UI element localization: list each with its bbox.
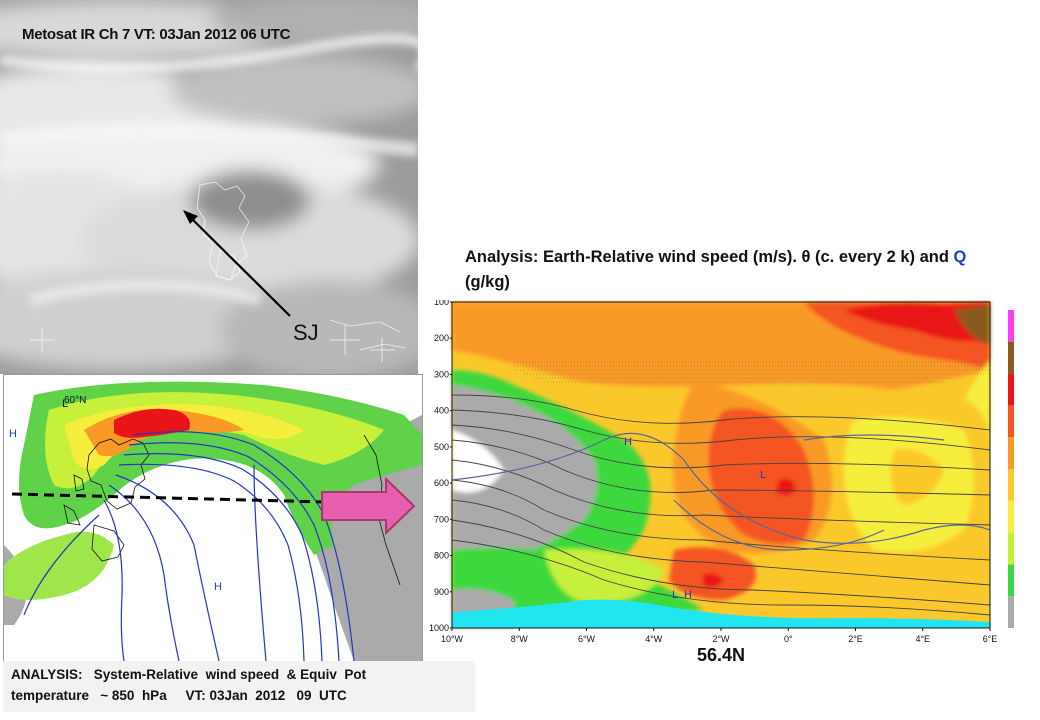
cross-section-title-main: Analysis: Earth-Relative wind speed (m/s… [465,248,954,266]
sj-arrow-line [187,214,291,317]
x-tick-label: 6°E [983,634,998,644]
cross-section-plot: H L L H [451,301,991,629]
satellite-imagery [0,0,418,374]
x-tick-label: 6°W [578,634,596,644]
x-tick-label: 4°E [915,634,930,644]
map-plot: 60°N L H H [4,375,422,661]
y-axis: 100 200 300 400 500 600 700 800 900 1000 [429,300,452,633]
map-lat-label: 60°N [64,395,86,406]
colorbar-swatch [1008,500,1014,533]
x-tick-label: 0° [784,634,793,644]
map-caption: ANALYSIS: System-Relative wind speed & E… [3,661,475,712]
cross-section-arrow [321,476,416,536]
sj-label: SJ [293,320,319,345]
map-high-mark-1: H [9,428,17,440]
colorbar-swatch [1008,532,1014,565]
x-tick-label: 10°W [441,634,464,644]
cs-high-mark-1: H [624,436,632,448]
sj-arrow-head [183,210,198,224]
satellite-image [0,0,418,374]
y-tick-label: 700 [434,514,449,524]
x-axis: 10°W 8°W 6°W 4°W 2°W 0° 2°E 4°E 6°E [441,628,997,644]
x-tick-label: 2°E [848,634,863,644]
colorbar-swatch [1008,469,1014,501]
y-tick-label: 1000 [429,623,449,633]
cross-section-title-q: Q [953,248,967,266]
cross-section-xlabel: 56.4N [697,645,746,665]
map-caption-line2: temperature ~ 850 hPa VT: 03Jan 2012 09 … [11,688,347,703]
colorbar-swatch [1008,564,1014,597]
map-high-mark-2: H [214,581,222,593]
cross-section-title-units: (g/kg) [465,273,510,291]
colorbar-swatch [1008,405,1014,438]
y-tick-label: 500 [434,442,449,452]
y-tick-label: 900 [434,587,449,597]
x-tick-label: 8°W [511,634,529,644]
colorbar: 60555045403530252015 [1008,310,1014,628]
cross-section-title: Analysis: Earth-Relative wind speed (m/s… [465,245,985,295]
colorbar-swatch [1008,341,1014,374]
analysis-map: 60°N L H H [3,374,423,662]
x-tick-label: 4°W [645,634,663,644]
map-low-mark: L [62,398,68,410]
y-tick-label: 100 [434,300,449,307]
y-tick-label: 200 [434,333,449,343]
cs-high-mark-2: H [684,589,692,601]
colorbar-swatch [1008,310,1014,342]
y-tick-label: 800 [434,551,449,561]
satellite-title: Metosat IR Ch 7 VT: 03Jan 2012 06 UTC [22,26,291,43]
cross-section-line [11,492,327,504]
colorbar-swatch [1008,437,1014,469]
colorbar-swatch [1008,373,1014,406]
map-caption-line1: ANALYSIS: System-Relative wind speed & E… [11,667,367,682]
cs-low-mark-2: L [672,589,678,601]
colorbar-swatch [1008,596,1014,628]
y-tick-label: 600 [434,478,449,488]
cs-low-mark-1: L [760,469,766,481]
x-tick-label: 2°W [712,634,730,644]
cross-section-chart: H L L H 1002003004005006007008009001000 … [429,300,1014,644]
y-tick-label: 300 [434,369,449,379]
y-tick-label: 400 [434,406,449,416]
